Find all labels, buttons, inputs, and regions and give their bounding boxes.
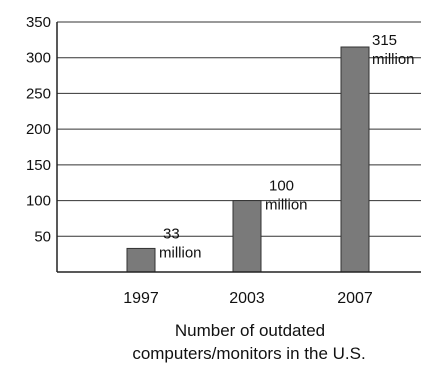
x-tick-labels: 1997 2003 2007 [123,290,373,307]
data-label-value-1997: 33 [163,225,180,242]
data-label-value-2003: 100 [269,178,294,195]
y-tick-labels: 50 100 150 200 250 300 350 [26,14,51,245]
y-tick-label: 50 [34,228,51,245]
x-tick-label-1997: 1997 [123,290,159,307]
bar-2003 [232,200,262,273]
data-label-value-2007: 315 [372,32,397,49]
y-tick-label: 300 [26,50,51,67]
x-axis-label-line-2: computers/monitors in the U.S. [132,344,365,363]
y-tick-label: 200 [26,121,51,138]
axes [56,22,421,273]
bars [126,46,370,273]
x-tick-label-2003: 2003 [229,290,265,307]
gridlines [57,21,421,237]
y-tick-label: 250 [26,85,51,102]
data-label-unit-2003: million [265,197,308,214]
y-tick-label: 100 [26,193,51,210]
x-tick-label-2007: 2007 [337,290,373,307]
x-axis-label-line-1: Number of outdated [175,321,325,340]
bar-2007 [340,46,370,273]
y-tick-label: 150 [26,157,51,174]
y-tick-label: 350 [26,14,51,31]
data-label-unit-2007: million [372,51,415,68]
data-label-unit-1997: million [159,244,202,261]
data-labels: 33 million 100 million 315 million [159,32,415,261]
bar-1997 [126,247,156,273]
